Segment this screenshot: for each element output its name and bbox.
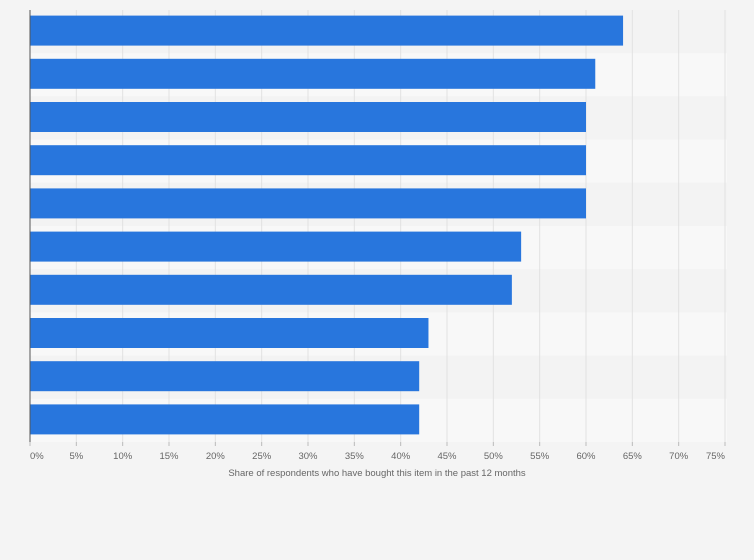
x-tick-label: 10% xyxy=(113,451,133,462)
bar xyxy=(30,318,429,348)
x-tick-label: 45% xyxy=(437,451,457,462)
x-tick-label: 35% xyxy=(345,451,365,462)
x-tick-label: 55% xyxy=(530,451,550,462)
x-tick-label: 15% xyxy=(159,451,179,462)
x-tick-label: 5% xyxy=(69,451,83,462)
x-tick-label: 20% xyxy=(206,451,226,462)
x-tick-label: 70% xyxy=(669,451,689,462)
x-tick-label: 0% xyxy=(30,451,44,462)
x-tick-label: 50% xyxy=(484,451,504,462)
x-axis-title: Share of respondents who have bought thi… xyxy=(228,468,526,479)
bar xyxy=(30,102,586,132)
x-tick-label: 25% xyxy=(252,451,272,462)
bar xyxy=(30,58,596,89)
x-axis: 0% 5% 10% 15% 20% 25% 30% 35% 40% 45% 50% 55% 60% 65%… xyxy=(29,10,726,462)
bar xyxy=(30,188,586,219)
bar xyxy=(30,231,522,262)
x-tick-label: 65% xyxy=(623,451,643,462)
bar xyxy=(30,274,512,305)
x-tick-label: 60% xyxy=(576,451,596,462)
bars xyxy=(30,15,624,435)
bar xyxy=(30,404,420,435)
x-tick-label: 30% xyxy=(298,451,318,462)
bar xyxy=(30,361,420,392)
x-tick-label: 75% xyxy=(706,451,726,462)
bar xyxy=(30,15,624,46)
x-tick-label: 40% xyxy=(391,451,411,462)
bar xyxy=(30,145,586,176)
